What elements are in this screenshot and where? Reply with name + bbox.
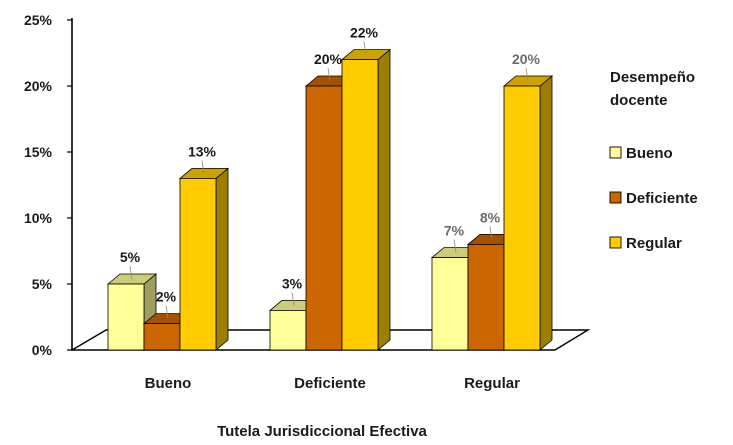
label-leader-line	[363, 41, 367, 55]
legend-swatch-regular	[609, 236, 622, 249]
legend-title: docente	[610, 92, 668, 109]
data-label: 7%	[444, 223, 465, 239]
bar-bueno-regular	[178, 167, 230, 351]
y-tick-label: 5%	[32, 276, 53, 292]
legend-label-bueno: Bueno	[626, 145, 673, 162]
data-label: 22%	[350, 25, 379, 41]
data-label: 5%	[120, 249, 141, 265]
data-label: 8%	[480, 209, 501, 225]
label-leader-line	[129, 265, 133, 280]
label-leader-line	[201, 160, 205, 174]
label-leader-line	[453, 239, 457, 253]
legend-title: Desempeño	[610, 69, 695, 86]
y-tick-label: 20%	[24, 78, 53, 94]
y-tick-label: 25%	[24, 12, 53, 28]
label-leader-line	[291, 292, 295, 306]
data-label: 2%	[156, 289, 177, 305]
x-category-label: Bueno	[145, 375, 192, 392]
bar-deficiente-regular	[340, 48, 392, 351]
legend-label-deficiente: Deficiente	[626, 190, 698, 207]
legend-swatch-bueno	[609, 146, 622, 159]
x-category-label: Regular	[464, 375, 520, 392]
legend-swatch-deficiente	[609, 191, 622, 204]
y-tick-label: 0%	[32, 342, 53, 358]
data-label: 13%	[188, 143, 217, 159]
label-leader-line	[525, 67, 529, 82]
y-tick-label: 10%	[24, 210, 53, 226]
y-tick-label: 15%	[24, 144, 53, 160]
x-axis-title: Tutela Jurisdiccional Efectiva	[217, 423, 427, 440]
label-leader-line	[489, 226, 493, 240]
x-category-label: Deficiente	[294, 375, 366, 392]
label-leader-line	[327, 67, 331, 82]
bar-regular-regular	[502, 75, 554, 351]
legend-label-regular: Regular	[626, 235, 682, 252]
data-label: 3%	[282, 275, 303, 291]
data-label: 20%	[512, 51, 541, 67]
data-label: 20%	[314, 51, 343, 67]
label-leader-line	[165, 305, 169, 319]
